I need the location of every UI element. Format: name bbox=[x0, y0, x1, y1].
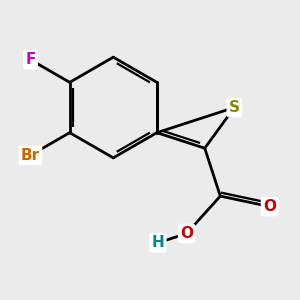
Text: O: O bbox=[180, 226, 193, 241]
Text: S: S bbox=[229, 100, 240, 115]
Text: H: H bbox=[152, 235, 164, 250]
Text: F: F bbox=[25, 52, 36, 67]
Text: O: O bbox=[263, 199, 276, 214]
Text: Br: Br bbox=[21, 148, 40, 163]
